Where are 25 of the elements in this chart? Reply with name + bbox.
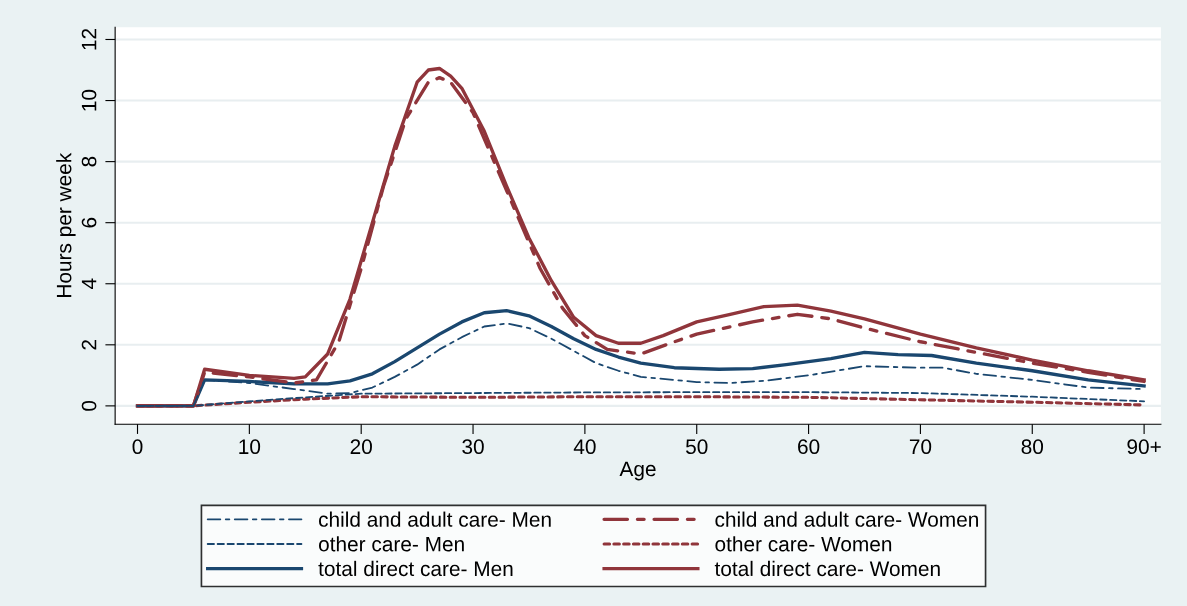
x-tick-label: 40	[573, 439, 596, 455]
legend-label: child and adult care- Women	[715, 511, 978, 527]
x-tick-label: 90+	[1127, 439, 1161, 455]
legend-label: total direct care- Men	[318, 560, 513, 577]
x-axis-title: Age	[619, 461, 656, 481]
x-tick-label: 30	[462, 439, 484, 455]
y-axis-title: Hours per week	[56, 152, 76, 297]
legend-label: other care- Women	[715, 536, 892, 552]
y-tick-label: 4	[81, 278, 97, 290]
y-tick-label: 0	[81, 400, 97, 411]
y-tick-label: 12	[81, 28, 97, 50]
y-tick-label: 8	[81, 156, 97, 167]
x-tick-label: 70	[909, 439, 932, 455]
x-tick-label: 20	[350, 439, 372, 455]
legend-label: total direct care- Women	[714, 560, 940, 577]
x-tick-label: 60	[798, 439, 820, 455]
x-tick-label: 50	[685, 439, 708, 455]
y-tick-label: 10	[81, 89, 97, 111]
legend-label: other care- Men	[318, 536, 464, 552]
x-tick-label: 0	[132, 439, 143, 455]
y-tick-label: 6	[81, 217, 97, 228]
x-tick-label: 80	[1021, 439, 1044, 455]
y-tick-label: 2	[81, 340, 97, 350]
x-tick-label: 10	[239, 439, 261, 455]
legend-label: child and adult care- Men	[318, 511, 551, 527]
